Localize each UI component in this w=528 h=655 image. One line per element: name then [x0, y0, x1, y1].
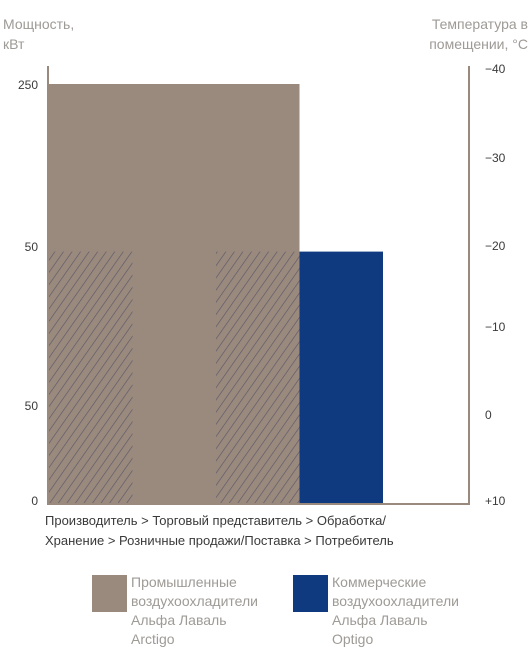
right-axis-title: Температура в помещении, °C — [429, 14, 528, 54]
legend-label-arctigo: Промышленные воздухоохладители Альфа Лав… — [131, 573, 291, 649]
right-tick-label: 0 — [485, 408, 492, 422]
right-axis-title-line1: Температура в — [431, 16, 528, 32]
right-tick-label: −20 — [485, 239, 506, 253]
bar-hatched-region — [49, 251, 133, 503]
left-tick-label: 0 — [31, 494, 38, 508]
legend-line: Альфа Лаваль — [332, 612, 428, 628]
left-tick-label: 50 — [24, 240, 38, 254]
x-axis-caption-line2: Хранение > Розничные продажи/Поставка > … — [45, 533, 394, 548]
bar-segment — [132, 84, 216, 503]
bar-hatched-region — [216, 251, 300, 503]
right-tick-label: −30 — [485, 151, 506, 165]
legend-line: Альфа Лаваль — [131, 612, 227, 628]
legend-line: воздухоохладители — [332, 593, 459, 609]
left-axis-title-line2: кВт — [3, 36, 25, 52]
right-tick-label: −10 — [485, 320, 506, 334]
legend-line: Optigo — [332, 631, 374, 647]
right-tick-label: +10 — [485, 494, 506, 508]
bar-segment — [299, 251, 383, 503]
left-axis-title: Мощность, кВт — [3, 14, 74, 54]
legend-swatch-arctigo — [92, 575, 127, 612]
x-axis-caption: Производитель > Торговый представитель >… — [45, 511, 485, 551]
legend-line: воздухоохладители — [131, 593, 258, 609]
legend-line: Коммерческие — [332, 574, 427, 590]
left-axis-title-line1: Мощность, — [3, 16, 75, 32]
legend-label-optigo: Коммерческие воздухоохладители Альфа Лав… — [332, 573, 492, 649]
right-axis-title-line2: помещении, °C — [429, 36, 528, 52]
left-tick-label: 250 — [17, 78, 38, 92]
x-axis-caption-line1: Производитель > Торговый представитель >… — [45, 513, 387, 528]
legend-swatch-optigo — [293, 575, 328, 612]
right-tick-label: −40 — [485, 62, 506, 76]
left-tick-label: 50 — [24, 399, 38, 413]
legend-line: Arctigo — [131, 631, 175, 647]
legend-line: Промышленные — [131, 574, 237, 590]
